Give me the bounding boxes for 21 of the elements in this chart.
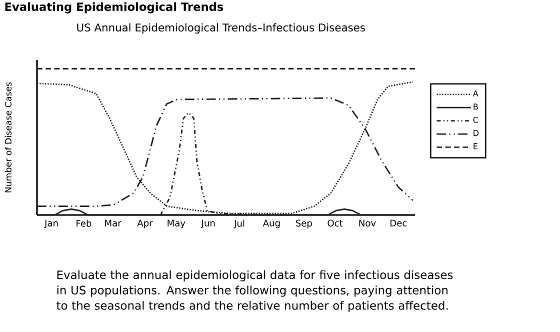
x-tick-label: Dec: [390, 220, 407, 226]
x-tick-label: Apr: [137, 220, 153, 228]
x-tick-label: Nov: [359, 220, 376, 226]
x-tick-label: May: [168, 220, 186, 228]
x-tick-label: Aug: [262, 220, 280, 228]
legend-label: C: [473, 116, 478, 123]
x-tick-label: Jun: [200, 220, 215, 228]
text: Evaluate the annual epidemiological data for five infectious diseases in US populations. Answer the following questions, paying attention to the seasonal trends and the relative number of patients affected.: [56, 270, 453, 312]
legend-label: E: [474, 143, 478, 150]
legend-label: B: [474, 104, 478, 110]
x-tick-label: Mar: [105, 220, 122, 226]
x-tick-label: Jul: [234, 220, 244, 228]
chart-subtitle: US Annual Epidemiological Trends–Infectious Diseases: [77, 23, 365, 34]
legend-label: A: [472, 90, 478, 96]
x-tick-label: Oct: [328, 220, 343, 227]
x-tick-label: Jan: [44, 220, 58, 228]
chart-title: Evaluating Epidemiological Trends: [5, 2, 224, 14]
x-tick-label: Feb: [76, 220, 92, 227]
y-axis-title: Number of Disease Cases: [4, 82, 12, 192]
legend-label: D: [474, 130, 479, 136]
x-tick-label: Sep: [296, 220, 312, 228]
